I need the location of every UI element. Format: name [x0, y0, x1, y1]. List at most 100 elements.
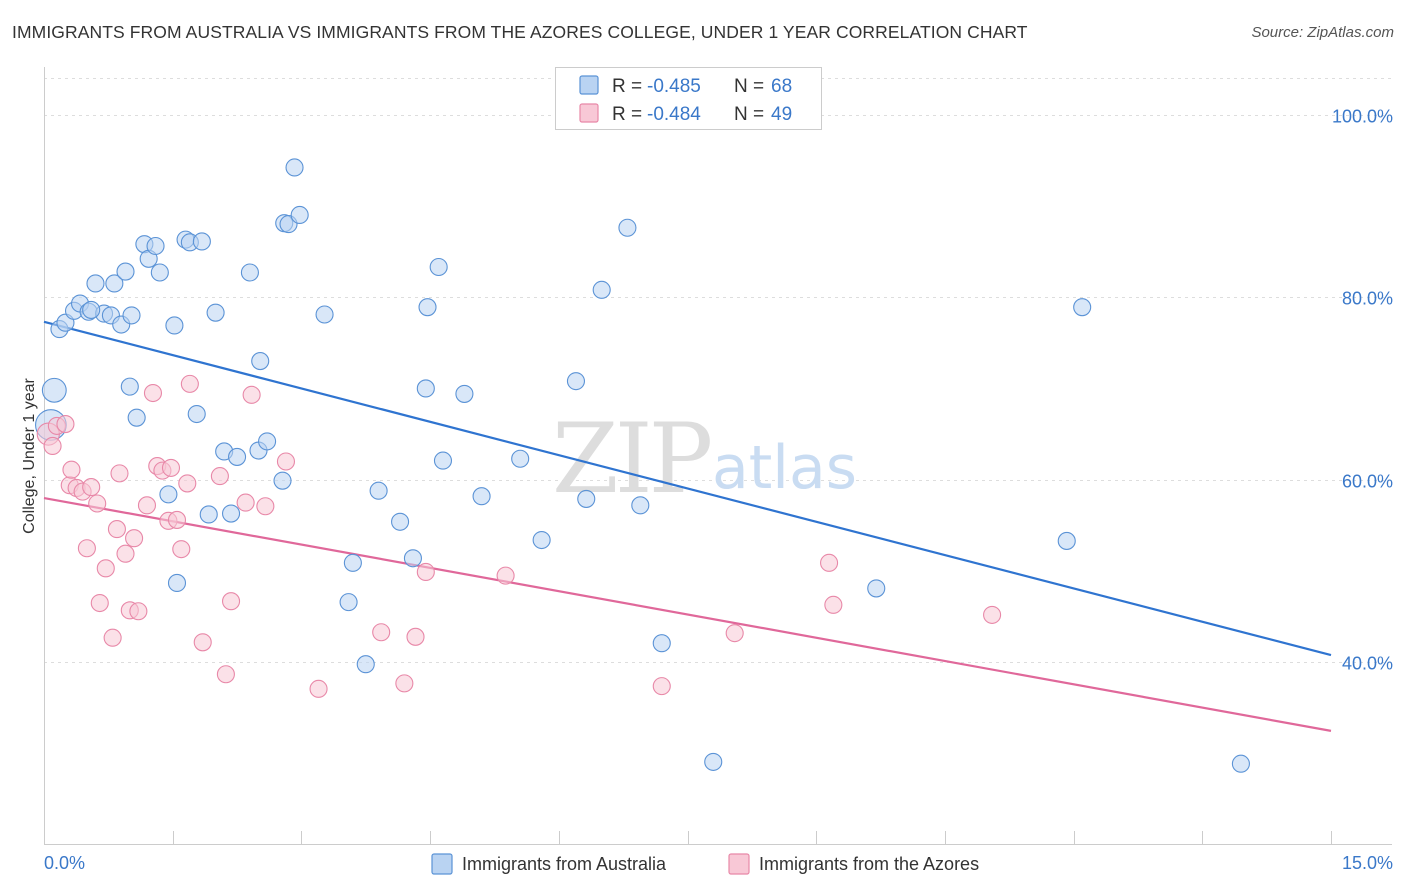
data-point — [105, 274, 124, 293]
data-point — [110, 464, 129, 483]
y-axis-label: College, Under 1 year — [21, 378, 38, 534]
watermark: ZIP atlas — [552, 403, 857, 515]
data-point — [107, 520, 126, 539]
data-point — [867, 579, 886, 598]
data-point — [256, 497, 275, 516]
data-point — [86, 274, 105, 293]
bottom-legend-swatch-azores — [728, 853, 750, 875]
legend-n-value-azores: 49 — [771, 104, 792, 125]
data-point — [137, 496, 157, 515]
data-point — [125, 529, 144, 548]
data-point — [82, 300, 101, 319]
legend-n-label-azores: N = — [734, 104, 764, 125]
watermark-atlas: atlas — [712, 433, 857, 503]
legend-r-label-australia: R = — [612, 76, 642, 97]
data-point — [496, 566, 515, 585]
data-point — [416, 379, 435, 398]
data-point — [429, 257, 448, 277]
y-tick-label: 100.0% — [1332, 107, 1393, 127]
data-point — [146, 236, 165, 256]
data-point — [1073, 298, 1092, 317]
data-point — [77, 539, 96, 558]
data-point — [455, 384, 474, 403]
data-point — [1057, 531, 1076, 550]
data-point — [165, 316, 184, 335]
legend-n-label-australia: N = — [734, 76, 764, 97]
data-point — [652, 634, 671, 653]
trend-line-azores — [43, 496, 1332, 732]
data-point — [193, 633, 212, 652]
data-point — [391, 512, 410, 531]
data-point — [242, 385, 261, 404]
legend-swatch-australia — [579, 75, 599, 95]
data-point — [369, 481, 388, 500]
series-australia-points — [35, 158, 1250, 773]
data-point — [167, 510, 187, 529]
data-point — [236, 493, 255, 512]
data-point — [276, 452, 296, 471]
data-point — [251, 352, 270, 371]
data-point — [258, 432, 277, 451]
legend-r-value-azores: -0.484 — [647, 104, 701, 125]
data-point — [433, 451, 453, 470]
x-tick-label-min: 0.0% — [44, 853, 85, 873]
data-point — [228, 447, 247, 466]
data-point — [511, 449, 530, 468]
data-point — [372, 623, 391, 642]
bottom-legend-swatch-australia — [431, 853, 453, 875]
legend-r-value-australia: -0.485 — [647, 76, 701, 97]
grid-lines — [44, 78, 1392, 663]
data-point — [120, 377, 139, 396]
data-point — [90, 593, 109, 613]
data-point — [62, 460, 81, 479]
legend-swatch-azores — [579, 103, 599, 123]
data-point — [216, 665, 235, 684]
bottom-legend: Immigrants from Australia Immigrants fro… — [431, 853, 979, 875]
data-point — [631, 496, 650, 515]
data-point — [103, 628, 122, 647]
data-point — [577, 489, 596, 508]
y-tick-labels: 40.0% 60.0% 80.0% 100.0% — [1332, 107, 1393, 674]
data-point — [206, 303, 225, 322]
data-point — [418, 298, 437, 317]
data-point — [395, 674, 414, 693]
data-point — [82, 478, 101, 497]
bottom-legend-label-azores: Immigrants from the Azores — [759, 854, 979, 874]
chart-title: IMMIGRANTS FROM AUSTRALIA VS IMMIGRANTS … — [12, 22, 1028, 42]
data-point — [96, 559, 115, 578]
data-point — [824, 595, 843, 614]
data-point — [343, 553, 362, 572]
data-point — [88, 494, 107, 513]
data-point — [704, 752, 723, 771]
data-point — [652, 677, 671, 696]
data-point — [122, 306, 141, 325]
stats-legend: R = -0.485 N = 68 R = -0.484 N = 49 — [555, 67, 822, 130]
series-azores-points — [36, 374, 1002, 698]
data-point — [406, 627, 425, 646]
stats-legend-box — [555, 67, 822, 130]
data-point — [416, 562, 435, 582]
legend-r-label-azores: R = — [612, 104, 642, 125]
data-point — [161, 458, 181, 477]
data-point — [199, 505, 218, 524]
data-point — [41, 377, 67, 403]
data-point — [129, 602, 148, 621]
trend-line-australia — [43, 320, 1332, 657]
data-point — [403, 549, 422, 568]
y-tick-label: 80.0% — [1342, 289, 1393, 309]
data-point — [309, 679, 328, 698]
data-point — [172, 540, 191, 559]
data-point — [285, 158, 304, 177]
data-point — [1231, 754, 1250, 773]
data-point — [150, 263, 169, 282]
data-point — [192, 232, 211, 251]
y-tick-label: 40.0% — [1342, 654, 1393, 674]
data-point — [472, 487, 491, 506]
data-point — [159, 485, 178, 504]
y-tick-label: 60.0% — [1342, 472, 1393, 492]
data-point — [983, 605, 1002, 624]
data-point — [240, 263, 259, 282]
data-point — [273, 471, 292, 490]
legend-n-value-australia: 68 — [771, 76, 792, 97]
data-point — [187, 404, 206, 424]
